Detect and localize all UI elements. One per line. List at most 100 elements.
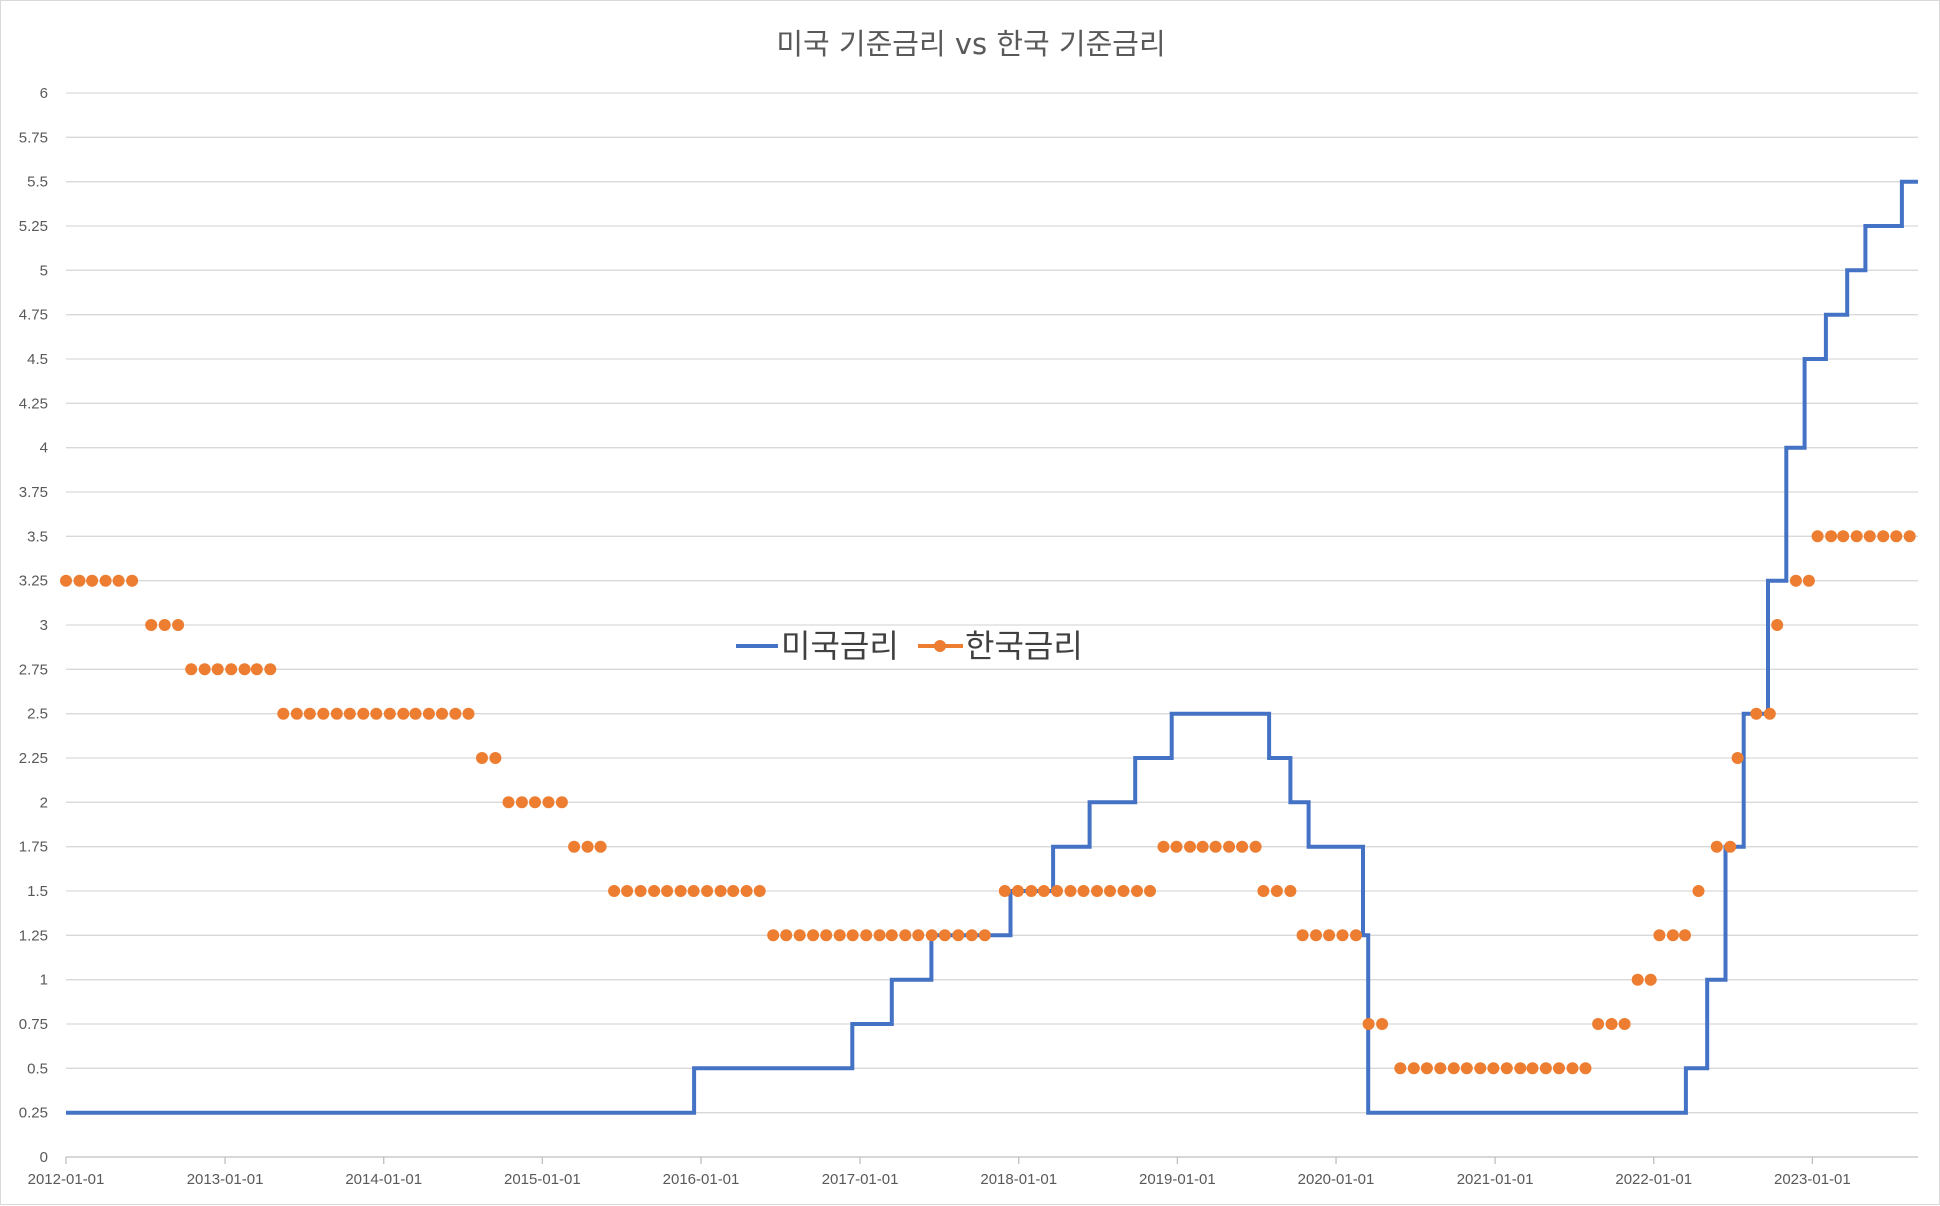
y-tick-label: 1 — [40, 972, 48, 989]
kr-rate-point — [317, 707, 330, 720]
x-tick-label: 2020-01-01 — [1298, 1171, 1375, 1188]
kr-rate-point — [1666, 929, 1679, 942]
kr-rate-point — [1323, 929, 1336, 942]
kr-rate-point — [515, 796, 528, 809]
legend-kr-rate-marker — [934, 640, 946, 652]
kr-rate-point — [185, 663, 198, 676]
kr-rate-point — [885, 929, 898, 942]
y-tick-label: 1.5 — [27, 883, 48, 900]
kr-rate-point — [1802, 574, 1815, 587]
kr-rate-point — [1579, 1062, 1592, 1075]
kr-rate-point — [1731, 752, 1744, 764]
kr-rate-point — [73, 574, 86, 587]
plot-series — [60, 179, 1918, 1115]
y-tick-label: 1.25 — [19, 927, 48, 944]
kr-rate-point — [952, 929, 965, 942]
kr-rate-point — [1763, 707, 1776, 720]
kr-rate-point — [1605, 1018, 1618, 1030]
kr-rate-point — [1447, 1062, 1460, 1075]
kr-rate-point — [661, 885, 674, 897]
kr-rate-point — [422, 707, 435, 720]
kr-rate-point — [1270, 885, 1283, 897]
kr-rate-point — [648, 885, 661, 897]
legend-us-rate-label: 미국금리 — [781, 627, 899, 665]
kr-rate-point — [1407, 1062, 1420, 1075]
kr-rate-point — [112, 574, 125, 587]
kr-rate-point — [145, 619, 158, 631]
legend: 미국금리 한국금리 — [736, 627, 1083, 665]
y-tick-label: 5.75 — [19, 129, 48, 146]
kr-rate-point — [873, 929, 886, 942]
kr-rate-point — [1310, 929, 1322, 942]
y-tick-label: 3.25 — [19, 573, 48, 590]
kr-rate-point — [290, 707, 303, 720]
kr-rate-point — [198, 663, 211, 676]
kr-rate-point — [542, 796, 555, 809]
kr-rate-point — [634, 885, 647, 897]
kr-rate-point — [581, 840, 594, 853]
kr-rate-point — [1376, 1018, 1389, 1030]
kr-rate-point — [1631, 973, 1644, 986]
kr-rate-point — [925, 929, 938, 942]
y-tick-label: 2.25 — [19, 750, 48, 767]
x-axis-tick-labels: 2012-01-01 2013-01-01 2014-01-01 2015-01-01… — [28, 1157, 1851, 1188]
kr-rate-point — [211, 663, 224, 676]
y-tick-label: 4 — [40, 440, 48, 457]
y-tick-label: 5 — [40, 262, 48, 279]
y-tick-label: 2 — [40, 794, 48, 811]
kr-rate-point — [1420, 1062, 1433, 1075]
kr-rate-point — [1064, 885, 1077, 897]
y-tick-label: 0.25 — [19, 1105, 48, 1122]
kr-rate-point — [303, 707, 316, 720]
kr-rate-point — [833, 929, 846, 942]
kr-rate-point — [1184, 840, 1196, 853]
y-tick-label: 1.75 — [19, 839, 48, 856]
kr-rate-point — [126, 574, 139, 587]
kr-rate-point — [1025, 885, 1038, 897]
y-tick-label: 0.75 — [19, 1016, 48, 1033]
kr-rate-point — [1131, 885, 1143, 897]
kr-rate-point — [1653, 929, 1666, 942]
y-tick-label: 3.5 — [27, 528, 48, 545]
kr-rate-point — [978, 929, 991, 942]
kr-rate-point — [1394, 1062, 1407, 1075]
kr-rate-point — [1362, 1018, 1375, 1030]
kr-rate-point — [99, 574, 112, 587]
kr-rate-markers — [60, 530, 1916, 1075]
x-tick-label: 2016-01-01 — [663, 1171, 740, 1188]
kr-rate-point — [1825, 530, 1838, 543]
kr-rate-point — [86, 574, 99, 587]
kr-rate-point — [1104, 885, 1116, 897]
kr-rate-point — [1539, 1062, 1552, 1075]
kr-rate-point — [1526, 1062, 1539, 1075]
kr-rate-point — [397, 707, 410, 720]
x-tick-label: 2021-01-01 — [1457, 1171, 1534, 1188]
kr-rate-point — [1091, 885, 1103, 897]
kr-rate-point — [1196, 840, 1209, 853]
kr-rate-point — [1487, 1062, 1500, 1075]
kr-rate-point — [740, 885, 753, 897]
kr-rate-point — [860, 929, 873, 942]
kr-rate-point — [1850, 530, 1863, 543]
kr-rate-point — [449, 707, 462, 720]
kr-rate-point — [1157, 840, 1170, 853]
x-tick-label: 2014-01-01 — [345, 1171, 422, 1188]
kr-rate-point — [462, 707, 475, 720]
kr-rate-point — [767, 929, 780, 942]
kr-rate-point — [674, 885, 687, 897]
kr-rate-point — [1209, 840, 1222, 853]
y-tick-label: 2.75 — [19, 661, 48, 678]
kr-rate-point — [846, 929, 859, 942]
kr-rate-point — [1223, 840, 1236, 853]
kr-rate-point — [1863, 530, 1876, 543]
kr-rate-point — [899, 929, 912, 942]
kr-rate-point — [250, 663, 263, 676]
kr-rate-point — [1284, 885, 1297, 897]
kr-rate-point — [225, 663, 238, 676]
kr-rate-point — [753, 885, 766, 897]
x-tick-label: 2015-01-01 — [504, 1171, 581, 1188]
kr-rate-point — [1350, 929, 1362, 942]
kr-rate-point — [1789, 574, 1802, 587]
kr-rate-point — [608, 885, 621, 897]
y-tick-label: 4.75 — [19, 307, 48, 324]
